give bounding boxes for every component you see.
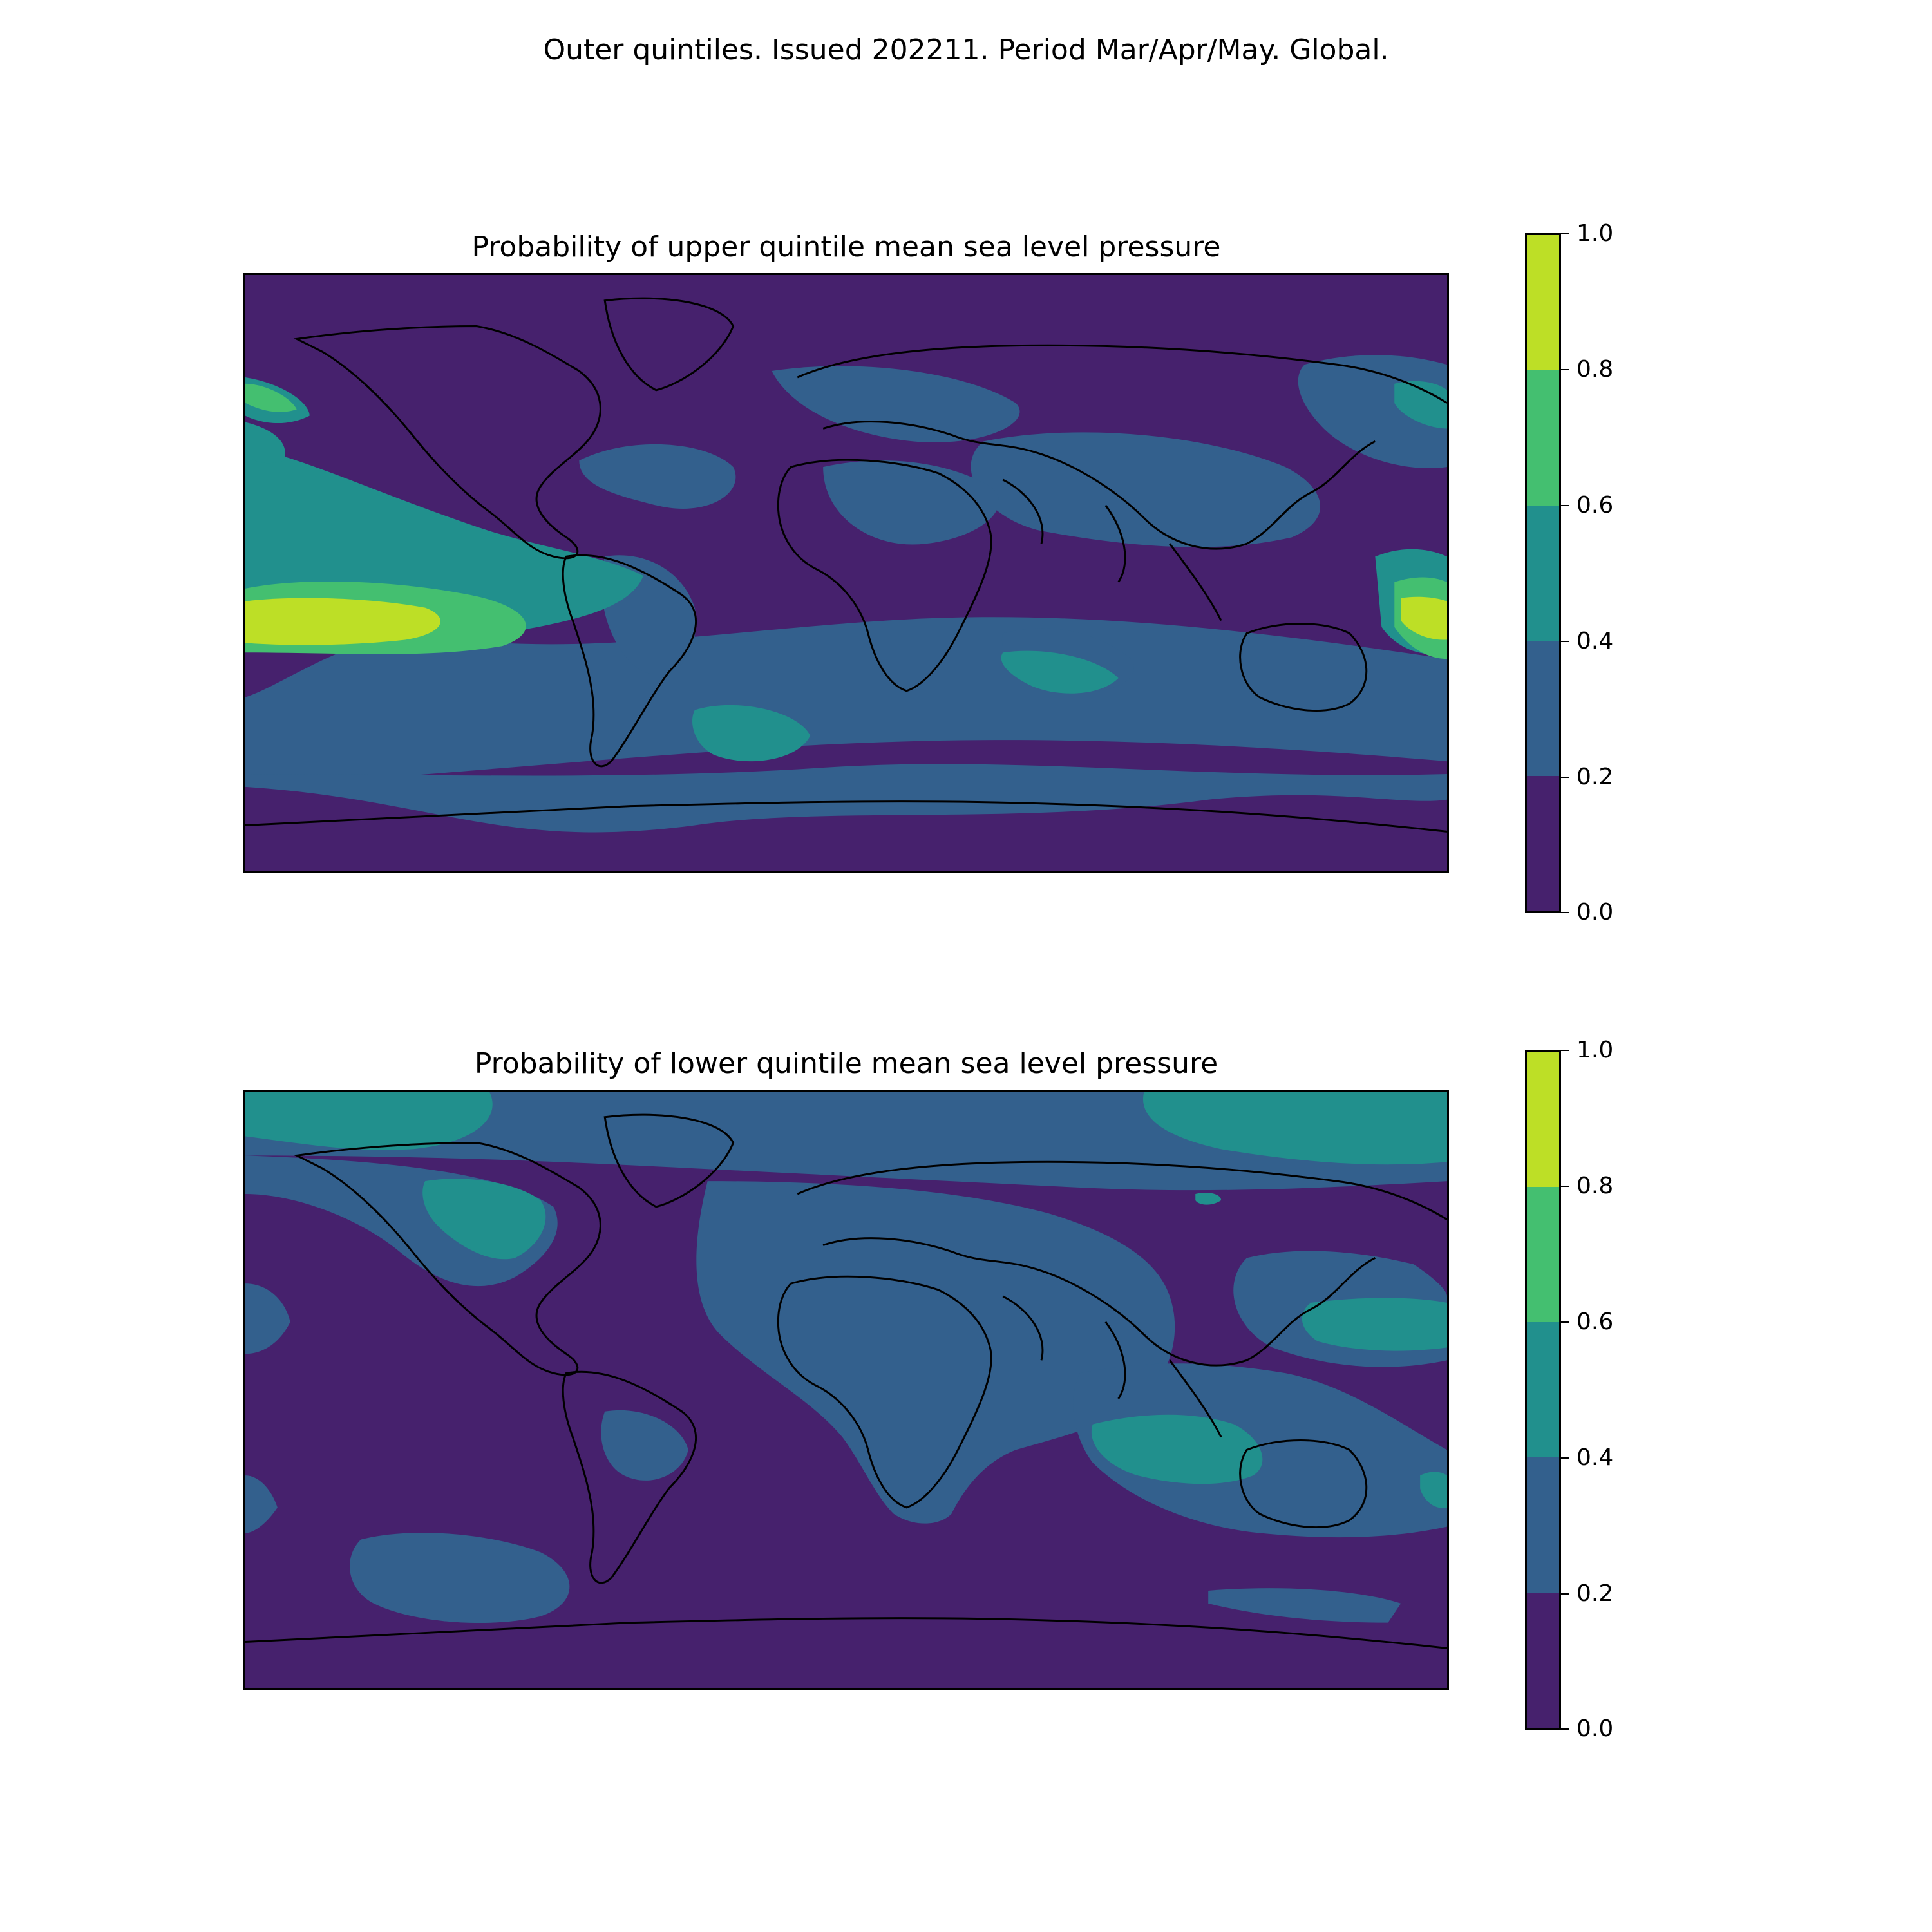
lower-band-0.2-0.4	[245, 1092, 1447, 1624]
upper-tick-0.8	[1561, 369, 1569, 370]
upper-band-0.8-1.0	[245, 596, 1447, 645]
lower-map-svg	[245, 1092, 1447, 1688]
lower-tick-label-0.8: 0.8	[1577, 1173, 1614, 1199]
lower-colorbar-band-0.6-0.8	[1527, 1187, 1559, 1322]
lower-band-0.4-0.6	[245, 1092, 1447, 1508]
upper-tick-0.6	[1561, 505, 1569, 506]
upper-tick-label-0.6: 0.6	[1577, 492, 1614, 518]
upper-quintile-map	[243, 273, 1449, 873]
lower-colorbar-band-0.4-0.6	[1527, 1322, 1559, 1457]
lower-colorbar-band-0.2-0.4	[1527, 1457, 1559, 1593]
upper-tick-label-0.4: 0.4	[1577, 628, 1614, 654]
upper-tick-label-0.2: 0.2	[1577, 764, 1614, 790]
upper-tick-0.4	[1561, 641, 1569, 642]
lower-tick-0.4	[1561, 1457, 1569, 1459]
lower-tick-label-0.2: 0.2	[1577, 1580, 1614, 1607]
upper-tick-0.0	[1561, 912, 1569, 913]
upper-tick-label-0.8: 0.8	[1577, 356, 1614, 383]
lower-tick-label-0.0: 0.0	[1577, 1716, 1614, 1742]
lower-tick-1.0	[1561, 1050, 1569, 1051]
lower-tick-0.0	[1561, 1728, 1569, 1730]
upper-colorbar-band-0.2-0.4	[1527, 641, 1559, 776]
lower-tick-label-0.4: 0.4	[1577, 1444, 1614, 1471]
upper-tick-label-0.0: 0.0	[1577, 899, 1614, 925]
lower-colorbar-band-0.0-0.2	[1527, 1593, 1559, 1728]
lower-colorbar-band-0.8-1.0	[1527, 1052, 1559, 1187]
upper-colorbar	[1525, 233, 1561, 913]
lower-panel-title: Probability of lower quintile mean sea l…	[474, 1047, 1218, 1080]
lower-quintile-map	[243, 1090, 1449, 1690]
lower-coastlines	[245, 1113, 1447, 1649]
lower-colorbar	[1525, 1050, 1561, 1730]
upper-panel-title: Probability of upper quintile mean sea l…	[471, 231, 1221, 263]
figure-title: Outer quintiles. Issued 202211. Period M…	[543, 33, 1389, 66]
upper-colorbar-band-0.6-0.8	[1527, 370, 1559, 506]
lower-tick-label-1.0: 1.0	[1577, 1037, 1614, 1063]
upper-tick-0.2	[1561, 777, 1569, 778]
lower-tick-label-0.6: 0.6	[1577, 1309, 1614, 1335]
lower-tick-0.8	[1561, 1186, 1569, 1187]
lower-tick-0.2	[1561, 1593, 1569, 1595]
upper-colorbar-band-0.0-0.2	[1527, 776, 1559, 911]
upper-coastlines	[245, 297, 1447, 833]
upper-tick-1.0	[1561, 233, 1569, 234]
upper-map-svg	[245, 275, 1447, 871]
upper-colorbar-band-0.8-1.0	[1527, 235, 1559, 370]
upper-tick-label-1.0: 1.0	[1577, 220, 1614, 247]
lower-tick-0.6	[1561, 1321, 1569, 1323]
upper-colorbar-band-0.4-0.6	[1527, 506, 1559, 641]
